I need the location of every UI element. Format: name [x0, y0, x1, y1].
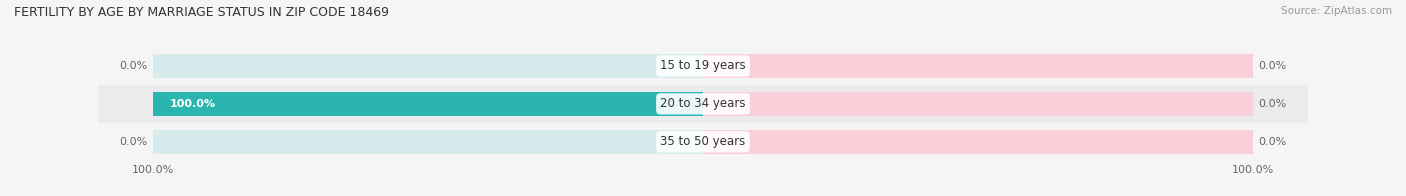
Bar: [98, 47, 1308, 85]
Text: 100.0%: 100.0%: [170, 99, 217, 109]
Bar: [703, 92, 1253, 116]
Text: 0.0%: 0.0%: [1258, 99, 1286, 109]
Text: 20 to 34 years: 20 to 34 years: [661, 97, 745, 110]
Text: 0.0%: 0.0%: [120, 137, 148, 147]
Bar: [703, 54, 1253, 78]
Bar: [153, 130, 703, 153]
Bar: [703, 130, 1253, 153]
Text: 0.0%: 0.0%: [1258, 61, 1286, 71]
Bar: [153, 92, 703, 116]
Bar: [153, 92, 703, 116]
Text: Source: ZipAtlas.com: Source: ZipAtlas.com: [1281, 6, 1392, 16]
Bar: [153, 54, 703, 78]
Text: 0.0%: 0.0%: [1258, 137, 1286, 147]
Bar: [98, 85, 1308, 123]
Text: 0.0%: 0.0%: [120, 61, 148, 71]
Text: 15 to 19 years: 15 to 19 years: [661, 60, 745, 73]
Text: 35 to 50 years: 35 to 50 years: [661, 135, 745, 148]
Text: FERTILITY BY AGE BY MARRIAGE STATUS IN ZIP CODE 18469: FERTILITY BY AGE BY MARRIAGE STATUS IN Z…: [14, 6, 389, 19]
Bar: [98, 123, 1308, 161]
